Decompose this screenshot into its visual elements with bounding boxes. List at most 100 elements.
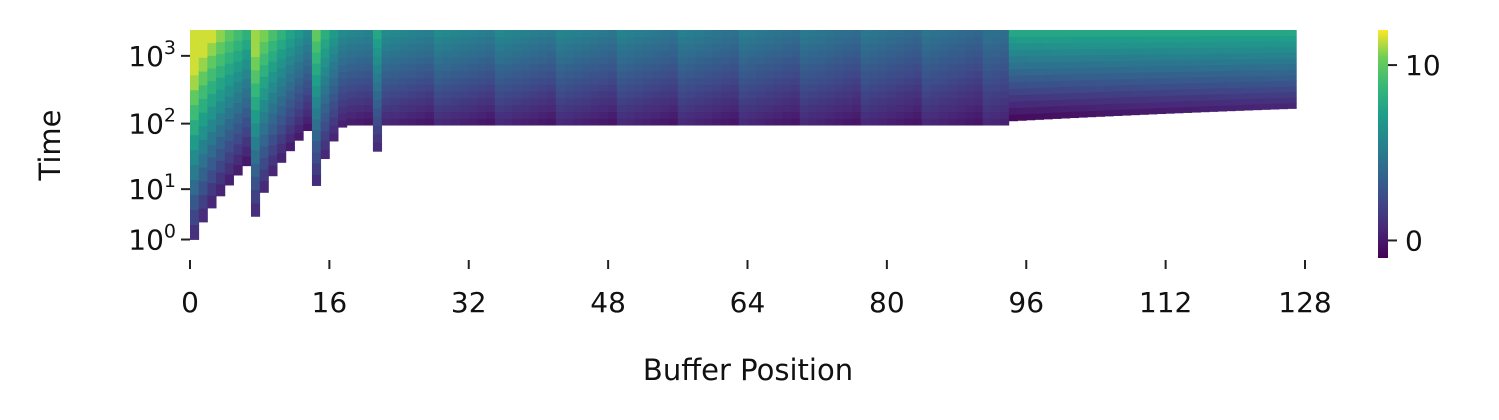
heatmap-cell	[1165, 65, 1175, 73]
heatmap-cell	[834, 104, 844, 112]
heatmap-cell	[869, 50, 879, 58]
heatmap-cell	[1156, 41, 1167, 49]
heatmap-cell	[1061, 80, 1071, 88]
heatmap-cell	[338, 50, 348, 59]
heatmap-cell	[834, 84, 844, 92]
heatmap-cell	[468, 57, 478, 65]
heatmap-cell	[460, 30, 470, 38]
heatmap-cell	[921, 118, 931, 126]
heatmap-cell	[581, 43, 592, 51]
heatmap-cell	[416, 111, 426, 119]
heatmap-cell	[1104, 60, 1114, 68]
heatmap-cell	[1148, 60, 1158, 67]
heatmap-cell	[1252, 104, 1262, 111]
heatmap-cell	[1104, 48, 1114, 55]
heatmap-cell	[642, 30, 653, 38]
heatmap-cell	[294, 61, 304, 70]
heatmap-cell	[825, 104, 836, 112]
heatmap-cell	[233, 81, 243, 93]
heatmap-cell	[1165, 35, 1175, 43]
heatmap-cell	[747, 111, 757, 119]
heatmap-cell	[486, 84, 496, 92]
heatmap-cell	[1244, 64, 1254, 71]
heatmap-cell	[930, 91, 940, 99]
heatmap-cell	[1252, 41, 1262, 48]
heatmap-cell	[1235, 64, 1245, 71]
heatmap-cell	[599, 111, 609, 119]
heatmap-cell	[503, 91, 513, 99]
heatmap-cell	[1217, 87, 1227, 95]
heatmap-cell	[860, 91, 870, 99]
heatmap-cell	[407, 30, 417, 38]
heatmap-cell	[1104, 66, 1114, 74]
heatmap-cell	[1200, 59, 1210, 66]
heatmap-cell	[468, 43, 478, 51]
heatmap-cell	[973, 77, 984, 85]
heatmap-cell	[712, 63, 722, 72]
heatmap-cell	[1252, 75, 1262, 82]
heatmap-cell	[1078, 30, 1088, 37]
x-tick-label: 96	[1008, 286, 1044, 319]
heatmap-cell	[808, 30, 818, 38]
heatmap-cell	[216, 136, 226, 149]
heatmap-cell	[878, 91, 888, 99]
heatmap-cell	[1244, 30, 1254, 37]
heatmap-cell	[982, 104, 992, 112]
heatmap-cell	[346, 104, 356, 112]
heatmap-cell	[669, 97, 679, 106]
heatmap-cell	[791, 50, 801, 58]
heatmap-cell	[947, 104, 957, 112]
heatmap-cell	[1226, 58, 1236, 66]
heatmap-cell	[1165, 41, 1175, 49]
heatmap-cell	[1034, 100, 1045, 108]
heatmap-cell	[198, 98, 208, 113]
heatmap-cell	[1261, 92, 1271, 99]
heatmap-cell	[852, 30, 862, 38]
heatmap-cell	[669, 57, 679, 65]
heatmap-cell	[878, 84, 888, 92]
heatmap-cell	[1017, 75, 1027, 83]
heatmap-cell	[1226, 70, 1236, 77]
heatmap-cell	[1235, 104, 1245, 111]
heatmap-cell	[791, 84, 801, 92]
heatmap-cell	[1078, 86, 1088, 93]
heatmap-cell	[355, 70, 365, 78]
heatmap-cell	[407, 57, 417, 65]
heatmap-cell	[625, 36, 635, 44]
heatmap-cell	[1017, 94, 1027, 102]
heatmap-cell	[1209, 59, 1219, 66]
heatmap-cell	[791, 70, 801, 78]
heatmap-cell	[277, 86, 287, 97]
heatmap-cell	[1278, 91, 1288, 98]
heatmap-cell	[982, 70, 992, 78]
heatmap-cell	[1165, 30, 1175, 37]
heatmap-cell	[1043, 74, 1053, 82]
heatmap-cell	[460, 97, 470, 106]
heatmap-cell	[573, 70, 583, 78]
heatmap-cell	[1261, 35, 1271, 42]
heatmap-cell	[1061, 67, 1071, 75]
heatmap-cell	[564, 91, 574, 99]
heatmap-cell	[1017, 101, 1027, 108]
heatmap-cell	[1008, 107, 1018, 115]
heatmap-cell	[939, 50, 949, 58]
heatmap-cell	[799, 57, 809, 65]
heatmap-cell	[581, 77, 592, 85]
heatmap-cell	[703, 70, 714, 78]
heatmap-cell	[573, 57, 583, 65]
heatmap-cell	[372, 125, 383, 135]
heatmap-cell	[1287, 86, 1297, 93]
heatmap-cell	[1087, 30, 1097, 37]
heatmap-cell	[355, 57, 365, 65]
heatmap-cell	[965, 57, 975, 65]
heatmap-cell	[886, 91, 896, 99]
heatmap-cell	[1113, 30, 1123, 37]
heatmap-cell	[1287, 102, 1297, 109]
x-tick-label: 64	[730, 286, 766, 319]
heatmap-cell	[407, 50, 417, 58]
heatmap-cell	[730, 70, 740, 78]
heatmap-cell	[686, 30, 696, 38]
heatmap-cell	[965, 111, 975, 119]
heatmap-cell	[634, 50, 644, 58]
heatmap-cell	[782, 111, 792, 119]
